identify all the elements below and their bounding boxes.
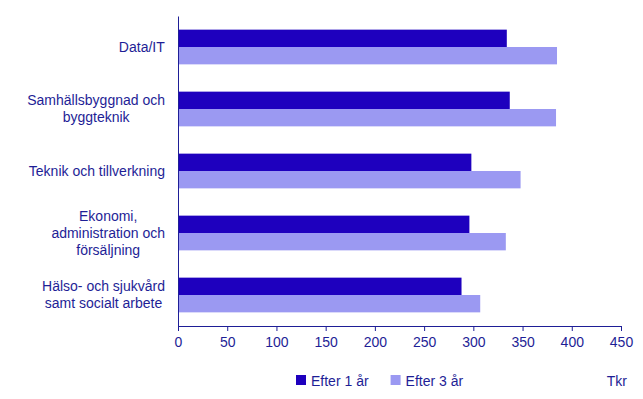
legend: Efter 1 år Efter 3 år <box>296 373 464 389</box>
y-axis-line <box>178 17 179 327</box>
bar <box>178 216 469 233</box>
chart: 0 50 100 150 200 250 300 350 400 450 Data/IT Samhäl… <box>0 0 643 399</box>
x-tick: 150 <box>314 326 338 350</box>
x-tick-mark <box>572 326 573 331</box>
y-tick: Data/IT <box>119 39 165 55</box>
legend-item: Efter 3 år <box>391 373 464 389</box>
y-tick: Teknik och tillverkning <box>29 163 165 179</box>
x-tick-mark <box>276 326 277 331</box>
plot: 0 50 100 150 200 250 300 350 400 450 Data/IT Samhäl… <box>27 17 633 350</box>
y-tick: Hälso- och sjukvårdsamt socialt arbete <box>42 278 165 311</box>
legend-swatch <box>296 375 306 385</box>
legend-label: Efter 1 år <box>311 373 369 389</box>
bar <box>178 278 462 295</box>
x-tick-label: 100 <box>265 334 289 350</box>
x-tick-mark <box>621 326 622 331</box>
x-tick: 100 <box>265 326 289 350</box>
bar <box>178 92 510 109</box>
bar <box>178 109 556 126</box>
y-tick-label: Hälso- och sjukvårdsamt socialt arbete <box>42 278 165 311</box>
x-tick: 450 <box>610 326 634 350</box>
x-tick-mark <box>326 326 327 331</box>
x-tick: 0 <box>175 326 183 350</box>
bar <box>178 154 471 171</box>
x-tick-label: 0 <box>175 334 183 350</box>
x-tick: 250 <box>413 326 437 350</box>
x-tick-label: 450 <box>610 334 634 350</box>
x-tick: 400 <box>561 326 585 350</box>
x-tick-mark <box>424 326 425 331</box>
x-tick-mark <box>523 326 524 331</box>
legend-item: Efter 1 år <box>296 373 369 389</box>
x-tick-mark <box>178 326 179 331</box>
bar <box>178 295 480 312</box>
y-tick: Ekonomi,administration ochförsäljning <box>51 208 165 258</box>
x-tick-mark <box>227 326 228 331</box>
x-axis-title: Tkr <box>607 373 628 389</box>
x-tick: 50 <box>220 326 236 350</box>
y-tick-label: Samhällsbyggnad ochbyggteknik <box>27 92 165 125</box>
legend-label: Efter 3 år <box>406 373 464 389</box>
legend-swatch <box>391 375 401 385</box>
bar <box>178 233 506 250</box>
y-tick-label: Teknik och tillverkning <box>29 163 165 179</box>
x-tick-label: 350 <box>511 334 535 350</box>
x-tick-mark <box>375 326 376 331</box>
x-axis-line <box>179 327 622 332</box>
y-tick-label: Data/IT <box>119 39 165 55</box>
x-tick: 300 <box>462 326 486 350</box>
x-tick-label: 50 <box>220 334 236 350</box>
bar <box>178 30 507 47</box>
x-tick-mark <box>473 326 474 331</box>
x-axis: 0 50 100 150 200 250 300 350 400 450 <box>175 326 634 350</box>
x-tick-label: 250 <box>413 334 437 350</box>
x-tick-label: 400 <box>561 334 585 350</box>
bars <box>178 30 557 313</box>
x-tick-label: 200 <box>364 334 388 350</box>
y-tick-label: Ekonomi,administration ochförsäljning <box>51 208 165 258</box>
bar <box>178 47 557 64</box>
x-tick-label: 300 <box>462 334 486 350</box>
x-tick: 350 <box>511 326 535 350</box>
y-tick: Samhällsbyggnad ochbyggteknik <box>27 92 165 125</box>
y-axis: Data/IT Samhällsbyggnad ochbyggteknik Tekn… <box>27 17 178 327</box>
x-tick-label: 150 <box>314 334 338 350</box>
bar <box>178 171 521 188</box>
x-tick: 200 <box>364 326 388 350</box>
